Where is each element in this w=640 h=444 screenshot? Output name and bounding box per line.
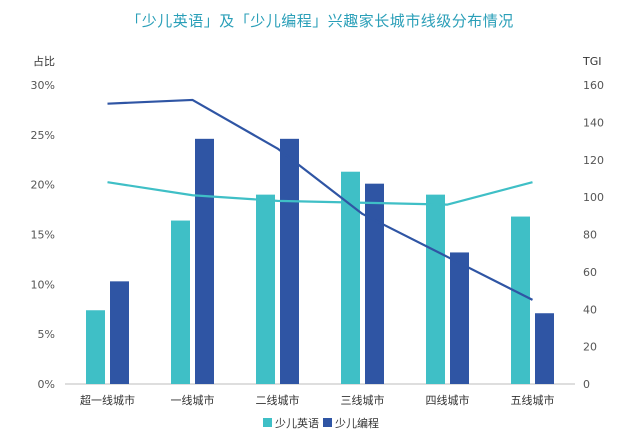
right-tick-label: 20: [583, 341, 597, 354]
bar-english: [511, 216, 530, 384]
left-tick-label: 30%: [31, 79, 55, 92]
right-tick-label: 60: [583, 266, 597, 279]
bars-group: [86, 138, 554, 384]
bar-english: [171, 220, 190, 384]
category-label: 二线城市: [256, 393, 300, 407]
right-tick-label: 100: [583, 191, 604, 204]
legend-swatch: [323, 418, 332, 427]
left-tick-label: 25%: [31, 129, 55, 142]
right-tick-label: 160: [583, 79, 604, 92]
left-tick-label: 10%: [31, 278, 55, 291]
right-tick-label: 140: [583, 116, 604, 129]
category-label: 一线城市: [171, 393, 215, 407]
legend: 少儿英语 少儿编程: [263, 416, 379, 430]
bar-english: [256, 194, 275, 384]
left-tick-label: 5%: [38, 328, 55, 341]
right-tick-label: 80: [583, 229, 597, 242]
left-axis: 0% 5% 10% 15% 20% 25% 30%: [31, 79, 55, 391]
category-label: 三线城市: [341, 393, 385, 407]
right-axis: 0 20 40 60 80 100 120 140 160: [583, 79, 604, 391]
category-label: 五线城市: [511, 393, 555, 407]
category-label: 四线城市: [426, 393, 470, 407]
right-tick-label: 120: [583, 154, 604, 167]
bar-coding: [110, 281, 129, 384]
left-tick-label: 0%: [38, 378, 55, 391]
lines-group: [107, 98, 533, 301]
category-labels: 超一线城市 一线城市 二线城市 三线城市 四线城市 五线城市: [80, 393, 555, 407]
bar-english: [86, 310, 105, 384]
tgi-line-english: [107, 181, 533, 206]
bar-coding: [280, 138, 299, 384]
bar-coding: [535, 313, 554, 384]
category-label: 超一线城市: [80, 393, 135, 407]
bar-english: [341, 171, 360, 384]
right-tick-label: 0: [583, 378, 590, 391]
legend-swatch: [263, 418, 272, 427]
bar-coding: [365, 183, 384, 384]
chart-title: 「少儿英语」及「少儿编程」兴趣家长城市线级分布情况: [126, 12, 514, 30]
bar-coding: [195, 138, 214, 384]
left-tick-label: 15%: [31, 229, 55, 242]
tgi-line-coding: [107, 98, 533, 301]
left-tick-label: 20%: [31, 179, 55, 192]
legend-label: 少儿英语: [275, 416, 319, 430]
left-axis-title: 占比: [33, 54, 55, 68]
bar-coding: [450, 252, 469, 384]
bar-english: [426, 194, 445, 384]
legend-label: 少儿编程: [335, 416, 379, 430]
right-tick-label: 40: [583, 303, 597, 316]
right-axis-title: TGI: [582, 55, 602, 68]
